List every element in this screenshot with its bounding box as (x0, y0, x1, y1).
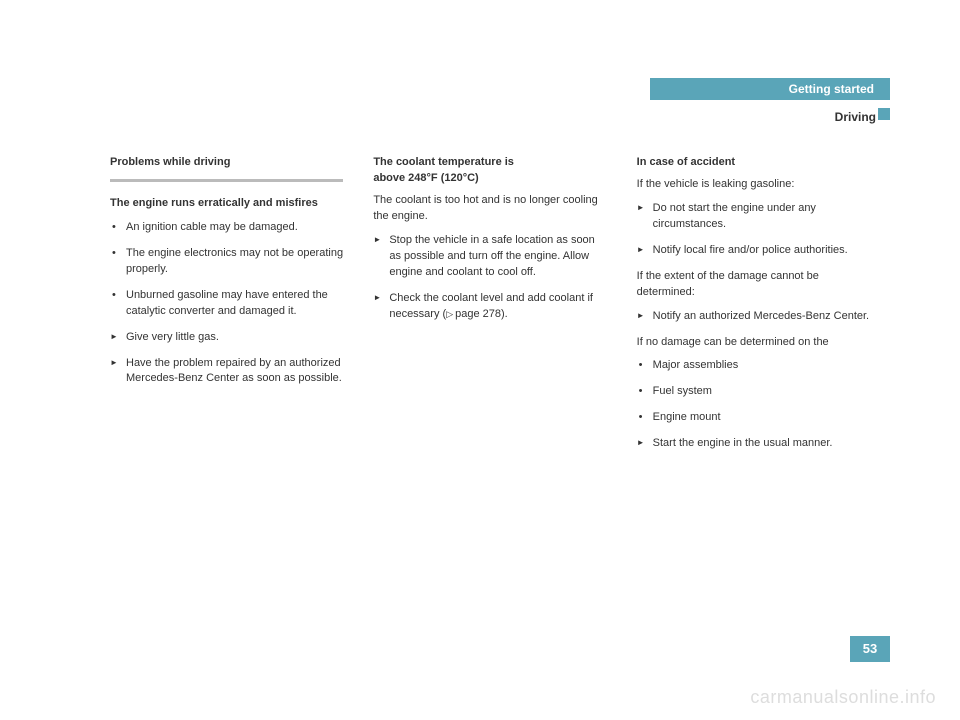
arrow2-text-b: ). (501, 308, 508, 320)
list-item: Notify an authorized Mercedes-Benz Cente… (637, 309, 870, 325)
list-item: Start the engine in the usual manner. (637, 436, 870, 452)
list-item: Major assemblies (637, 358, 870, 374)
col3-bullets: Major assemblies Fuel system Engine moun… (637, 358, 870, 426)
list-item: An ignition cable may be damaged. (110, 220, 343, 236)
list-item: Stop the vehicle in a safe location as s… (373, 233, 606, 281)
list-item: Engine mount (637, 410, 870, 426)
list-item: Notify local fire and/or police authorit… (637, 243, 870, 259)
section-header: Driving (835, 110, 876, 124)
col3-actions-1: Do not start the engine under any circum… (637, 201, 870, 259)
chapter-header: Getting started (650, 78, 890, 100)
list-item: Unburned gasoline may have entered the c… (110, 288, 343, 320)
col1-bullets: An ignition cable may be damaged. The en… (110, 220, 343, 320)
col2-paragraph: The coolant is too hot and is no longer … (373, 193, 606, 225)
col2-title: The coolant temperature is above 248°F (… (373, 155, 606, 187)
column-1: Problems while driving The engine runs e… (110, 155, 343, 462)
page-number: 53 (850, 636, 890, 662)
list-item: The engine electronics may not be operat… (110, 246, 343, 278)
watermark: carmanualsonline.info (750, 687, 936, 708)
page-reference: page 278 (446, 308, 501, 320)
page-content: Problems while driving The engine runs e… (110, 155, 870, 462)
col1-divider (110, 179, 343, 182)
col3-actions-3: Start the engine in the usual manner. (637, 436, 870, 452)
list-item: Check the coolant level and add coolant … (373, 291, 606, 323)
col1-actions: Give very little gas. Have the problem r… (110, 330, 343, 388)
column-2: The coolant temperature is above 248°F (… (373, 155, 606, 462)
col3-title: In case of accident (637, 155, 870, 171)
section-header-accent (878, 108, 890, 120)
col2-title-line1: The coolant temperature is (373, 156, 514, 168)
col3-para3: If no damage can be determined on the (637, 335, 870, 351)
list-item: Give very little gas. (110, 330, 343, 346)
col2-title-line2: above 248°F (120°C) (373, 172, 478, 184)
list-item: Do not start the engine under any circum… (637, 201, 870, 233)
col1-title: Problems while driving (110, 155, 343, 171)
col3-actions-2: Notify an authorized Mercedes-Benz Cente… (637, 309, 870, 325)
col1-subtitle: The engine runs erratically and misfires (110, 196, 343, 212)
column-3: In case of accident If the vehicle is le… (637, 155, 870, 462)
col3-para2: If the extent of the damage cannot be de… (637, 269, 870, 301)
col2-actions: Stop the vehicle in a safe location as s… (373, 233, 606, 323)
list-item: Fuel system (637, 384, 870, 400)
list-item: Have the problem repaired by an authoriz… (110, 356, 343, 388)
col3-para1: If the vehicle is leaking gasoline: (637, 177, 870, 193)
